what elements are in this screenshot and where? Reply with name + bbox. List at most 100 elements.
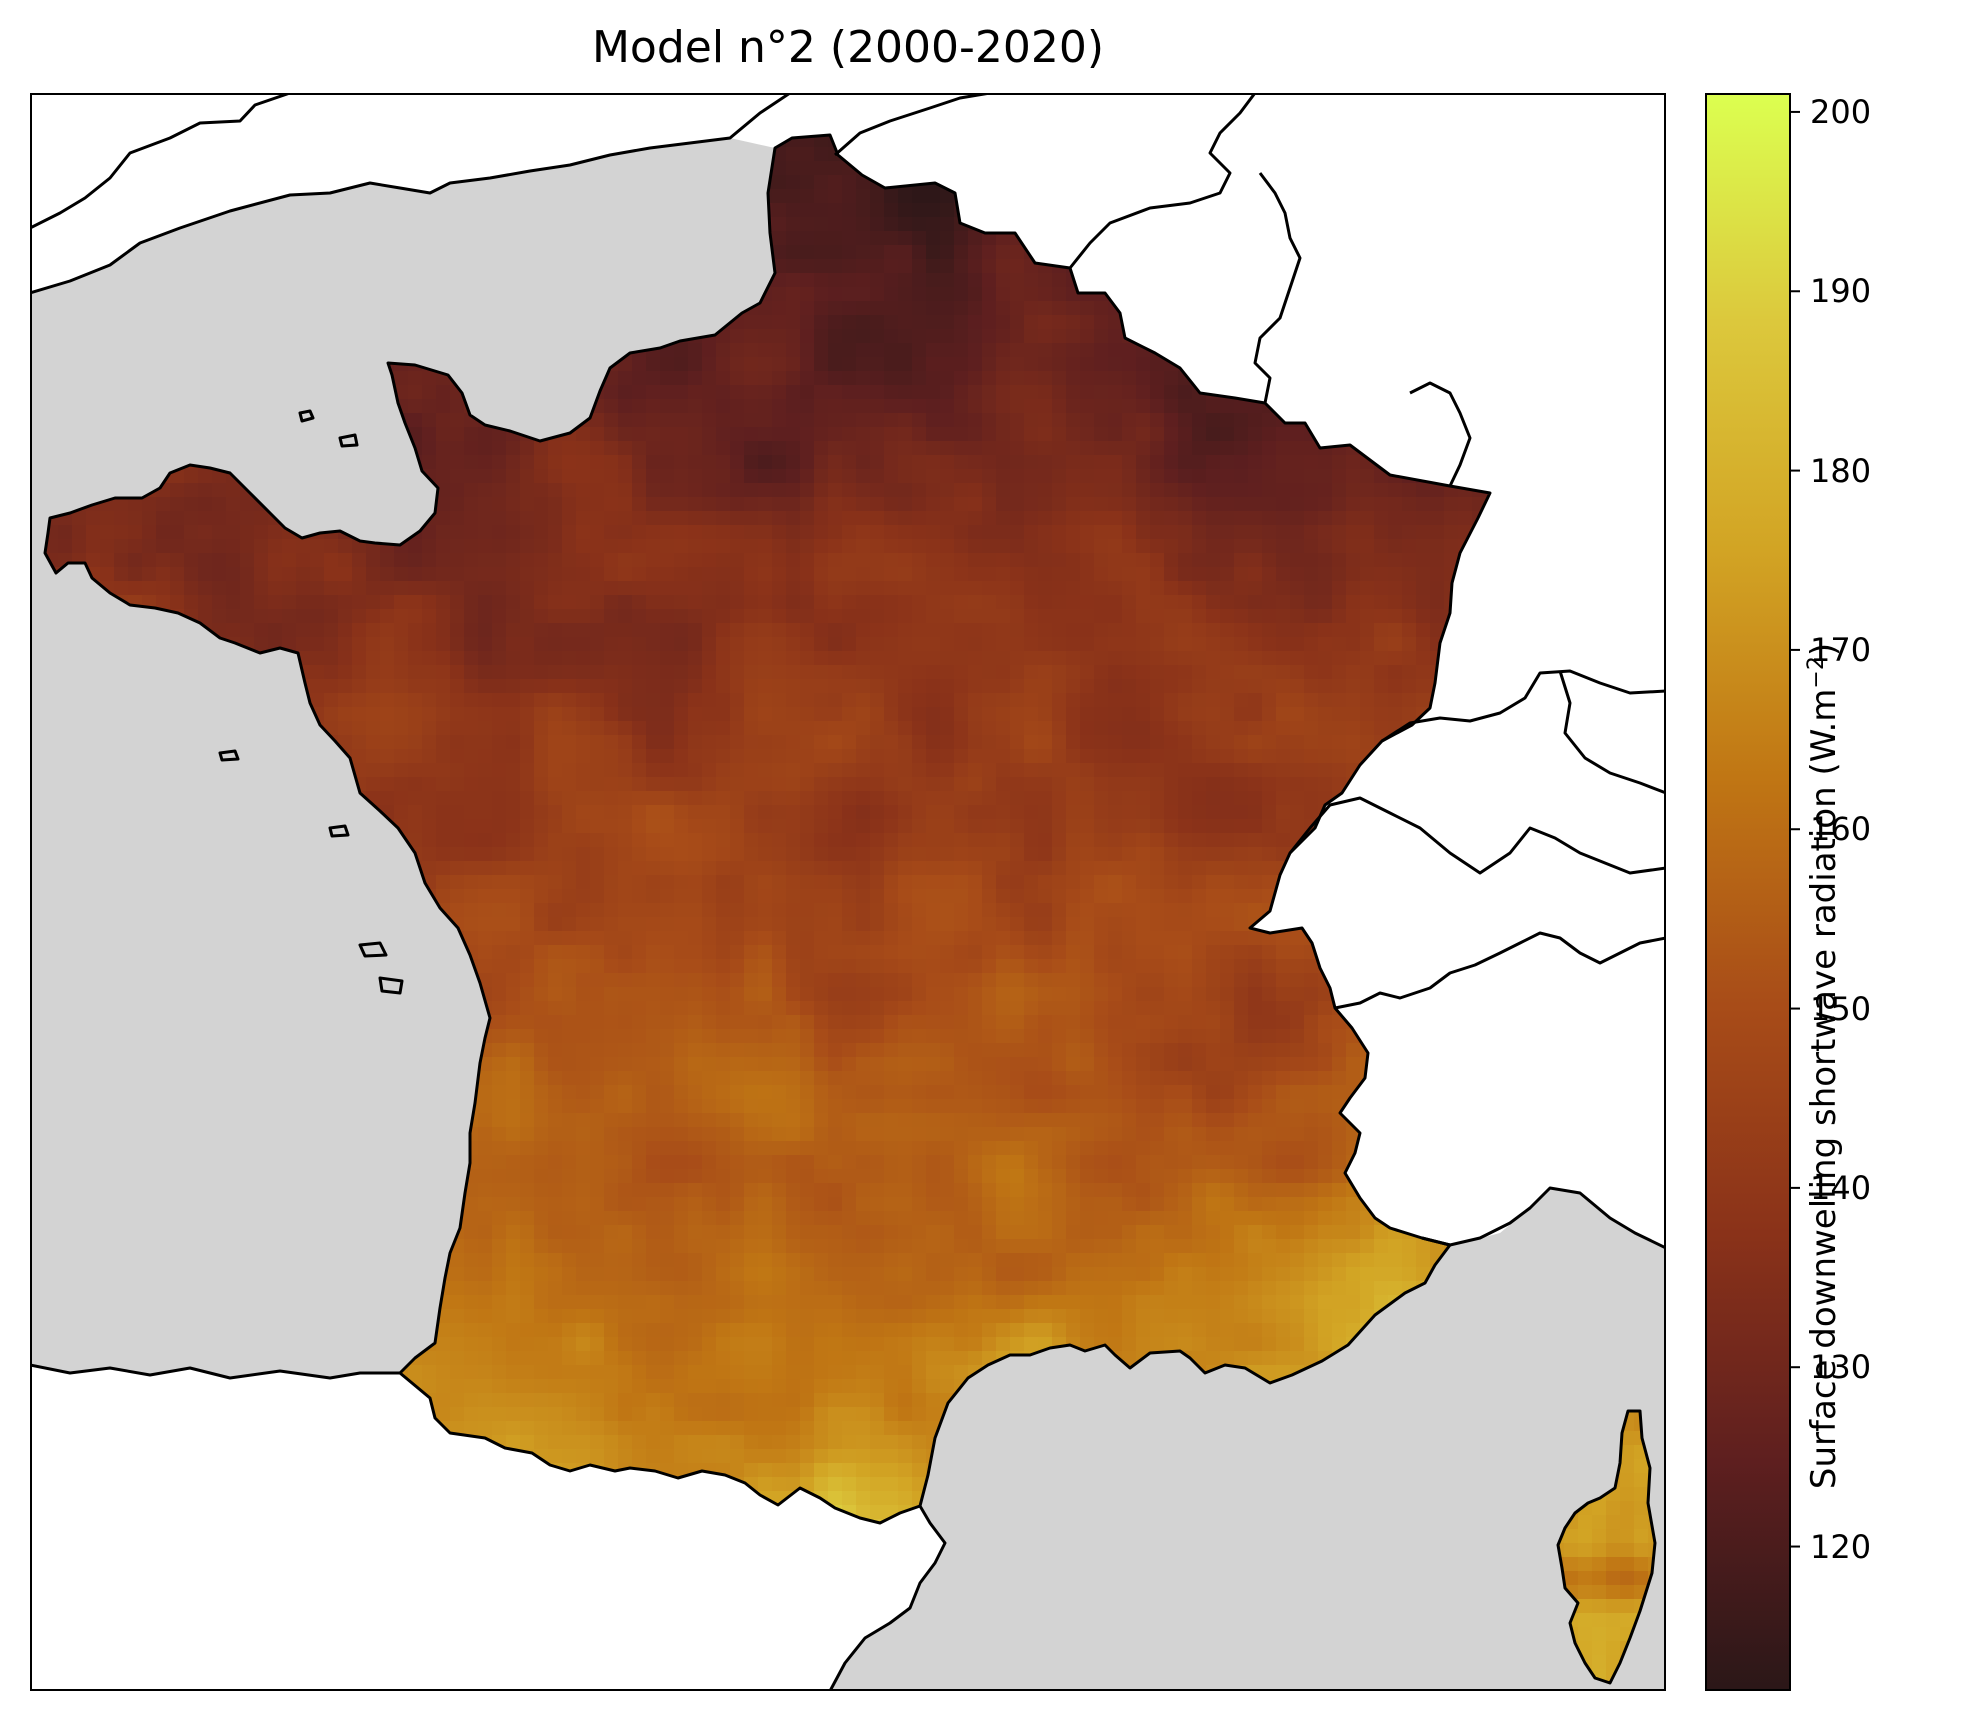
grid-cell — [1150, 497, 1165, 512]
grid-cell — [870, 287, 885, 302]
grid-cell — [772, 273, 787, 288]
grid-cell — [842, 203, 857, 218]
grid-cell — [646, 595, 661, 610]
grid-cell — [198, 539, 213, 554]
grid-cell — [730, 525, 745, 540]
grid-cell — [254, 595, 269, 610]
grid-cell — [492, 721, 507, 736]
grid-cell — [954, 609, 969, 624]
grid-cell — [1108, 749, 1123, 764]
grid-cell — [786, 301, 801, 316]
grid-cell — [198, 609, 213, 624]
grid-cell — [1164, 553, 1179, 568]
grid-cell — [1262, 581, 1277, 596]
grid-cell — [534, 651, 549, 666]
grid-cell — [1080, 511, 1095, 526]
grid-cell — [1332, 735, 1347, 750]
grid-cell — [590, 567, 605, 582]
grid-cell — [1038, 637, 1053, 652]
grid-cell — [1192, 777, 1207, 792]
grid-cell — [982, 595, 997, 610]
grid-cell — [1430, 581, 1445, 596]
grid-cell — [688, 595, 703, 610]
grid-cell — [1402, 595, 1417, 610]
grid-cell — [1234, 651, 1249, 666]
grid-cell — [814, 553, 829, 568]
grid-cell — [450, 791, 465, 806]
grid-cell — [100, 525, 115, 540]
grid-cell — [842, 721, 857, 736]
grid-cell — [1094, 413, 1109, 428]
grid-cell — [772, 427, 787, 442]
grid-cell — [646, 483, 661, 498]
grid-cell — [772, 399, 787, 414]
grid-cell — [772, 595, 787, 610]
grid-cell — [744, 315, 759, 330]
grid-cell — [436, 595, 451, 610]
grid-cell — [1416, 567, 1431, 582]
grid-cell — [366, 679, 381, 694]
grid-cell — [996, 637, 1011, 652]
grid-cell — [716, 665, 731, 680]
grid-cell — [884, 595, 899, 610]
grid-cell — [702, 441, 717, 456]
grid-cell — [1080, 693, 1095, 708]
grid-cell — [828, 259, 843, 274]
grid-cell — [800, 189, 815, 204]
grid-cell — [1052, 595, 1067, 610]
grid-cell — [1080, 609, 1095, 624]
grid-cell — [912, 553, 927, 568]
grid-cell — [632, 441, 647, 456]
grid-cell — [1374, 539, 1389, 554]
grid-cell — [1122, 455, 1137, 470]
grid-cell — [1402, 581, 1417, 596]
grid-cell — [912, 623, 927, 638]
grid-cell — [702, 707, 717, 722]
grid-cell — [212, 595, 227, 610]
grid-cell — [1206, 497, 1221, 512]
grid-cell — [716, 637, 731, 652]
grid-cell — [1038, 525, 1053, 540]
grid-cell — [1262, 721, 1277, 736]
grid-cell — [170, 581, 185, 596]
grid-cell — [1276, 609, 1291, 624]
grid-cell — [296, 595, 311, 610]
grid-cell — [870, 469, 885, 484]
grid-cell — [1220, 707, 1235, 722]
grid-cell — [800, 497, 815, 512]
grid-cell — [310, 637, 325, 652]
grid-cell — [954, 413, 969, 428]
grid-cell — [1164, 525, 1179, 540]
grid-cell — [800, 147, 815, 162]
grid-cell — [394, 777, 409, 792]
grid-cell — [660, 427, 675, 442]
grid-cell — [1010, 749, 1025, 764]
grid-cell — [1066, 427, 1081, 442]
grid-cell — [1136, 413, 1151, 428]
grid-cell — [786, 399, 801, 414]
grid-cell — [380, 763, 395, 778]
grid-cell — [660, 623, 675, 638]
grid-cell — [310, 651, 325, 666]
grid-cell — [786, 581, 801, 596]
grid-cell — [884, 567, 899, 582]
grid-cell — [1094, 763, 1109, 778]
grid-cell — [1332, 553, 1347, 568]
grid-cell — [982, 483, 997, 498]
grid-cell — [660, 455, 675, 470]
grid-cell — [926, 427, 941, 442]
grid-cell — [282, 581, 297, 596]
grid-cell — [884, 357, 899, 372]
grid-cell — [758, 399, 773, 414]
grid-cell — [254, 637, 269, 652]
grid-cell — [632, 581, 647, 596]
grid-cell — [688, 777, 703, 792]
grid-cell — [842, 231, 857, 246]
grid-cell — [674, 497, 689, 512]
grid-cell — [1402, 651, 1417, 666]
grid-cell — [1276, 553, 1291, 568]
grid-cell — [492, 539, 507, 554]
grid-cell — [1276, 665, 1291, 680]
grid-cell — [324, 693, 339, 708]
grid-cell — [464, 539, 479, 554]
